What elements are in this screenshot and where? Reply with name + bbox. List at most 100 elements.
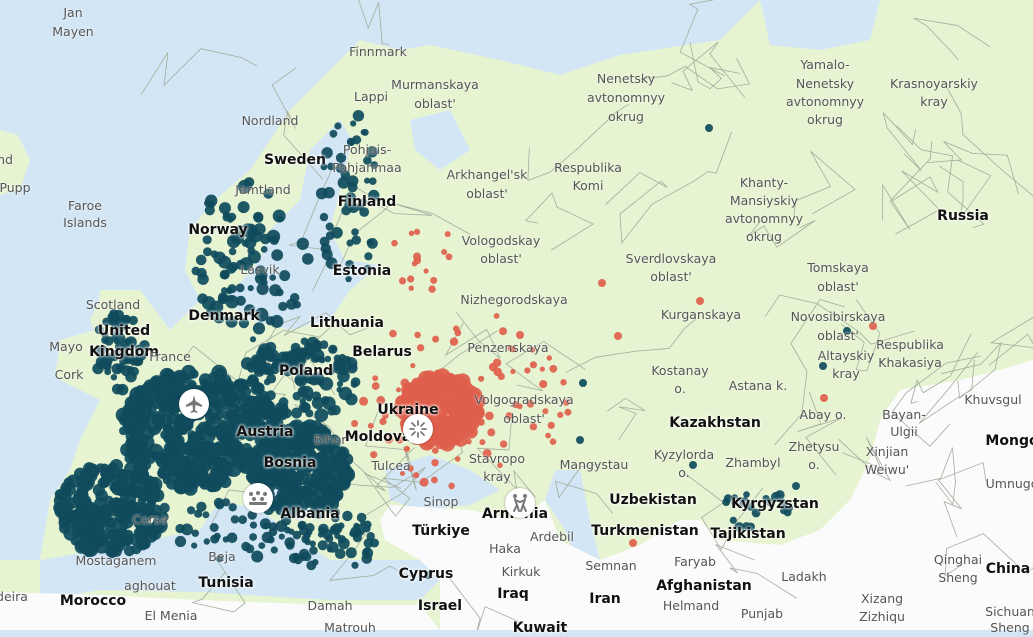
event-dot[interactable] — [203, 247, 212, 257]
event-dot[interactable] — [227, 216, 234, 223]
event-dot[interactable] — [408, 230, 415, 236]
event-dot[interactable] — [229, 415, 245, 432]
event-dot[interactable] — [113, 483, 122, 493]
event-dot[interactable] — [371, 382, 380, 390]
event-dot[interactable] — [329, 129, 338, 138]
event-dot[interactable] — [216, 555, 224, 563]
event-dot[interactable] — [323, 187, 335, 199]
event-dot[interactable] — [275, 476, 287, 488]
event-dot[interactable] — [308, 373, 320, 386]
event-dot[interactable] — [351, 420, 359, 427]
event-dot[interactable] — [118, 412, 133, 427]
event-dot[interactable] — [222, 536, 230, 543]
event-dot[interactable] — [73, 520, 84, 531]
event-dot[interactable] — [304, 490, 320, 506]
event-dot[interactable] — [164, 451, 177, 463]
event-dot[interactable] — [221, 379, 235, 393]
event-dot[interactable] — [338, 386, 353, 401]
event-dot[interactable] — [260, 467, 269, 476]
explosion-icon[interactable] — [403, 414, 433, 444]
event-dot[interactable] — [288, 528, 295, 535]
event-dot[interactable] — [147, 498, 156, 508]
event-dot[interactable] — [526, 399, 535, 408]
event-dot[interactable] — [162, 475, 172, 485]
event-dot[interactable] — [173, 479, 189, 495]
event-dot[interactable] — [275, 451, 289, 465]
event-dot[interactable] — [259, 518, 271, 530]
event-dot[interactable] — [696, 297, 704, 305]
event-dot[interactable] — [434, 369, 442, 377]
event-dot[interactable] — [217, 292, 229, 303]
event-dot[interactable] — [283, 361, 295, 373]
event-dot[interactable] — [251, 550, 264, 563]
event-dot[interactable] — [235, 259, 246, 270]
event-dot[interactable] — [290, 293, 300, 303]
event-dot[interactable] — [485, 411, 494, 421]
event-dot[interactable] — [327, 468, 340, 481]
event-dot[interactable] — [227, 234, 241, 249]
event-dot[interactable] — [440, 412, 448, 420]
event-dot[interactable] — [321, 147, 333, 159]
event-dot[interactable] — [94, 346, 106, 358]
event-dot[interactable] — [95, 489, 108, 503]
event-dot[interactable] — [123, 545, 135, 557]
event-dot[interactable] — [213, 497, 224, 508]
event-dot[interactable] — [516, 403, 523, 410]
event-dot[interactable] — [465, 438, 472, 445]
event-dot[interactable] — [389, 329, 397, 338]
event-dot[interactable] — [335, 163, 346, 174]
event-dot[interactable] — [449, 337, 459, 346]
event-dot[interactable] — [437, 436, 451, 450]
event-dot[interactable] — [185, 484, 194, 493]
event-dot[interactable] — [141, 382, 155, 396]
event-dot[interactable] — [96, 533, 110, 547]
event-dot[interactable] — [629, 539, 637, 547]
event-dot[interactable] — [56, 504, 70, 519]
event-dot[interactable] — [384, 434, 394, 444]
event-dot[interactable] — [263, 378, 271, 386]
event-dot[interactable] — [269, 274, 277, 281]
event-dot[interactable] — [444, 231, 451, 238]
event-dot[interactable] — [843, 327, 851, 335]
event-dot[interactable] — [312, 559, 319, 566]
event-dot[interactable] — [187, 435, 201, 450]
event-dot[interactable] — [335, 475, 351, 491]
event-dot[interactable] — [74, 540, 89, 554]
event-dot[interactable] — [320, 243, 331, 254]
event-dot[interactable] — [305, 523, 315, 533]
event-dot[interactable] — [689, 461, 697, 469]
event-dot[interactable] — [317, 531, 325, 538]
event-dot[interactable] — [137, 496, 147, 505]
event-dot[interactable] — [762, 495, 770, 503]
event-dot[interactable] — [432, 447, 439, 454]
event-dot[interactable] — [372, 375, 379, 382]
event-dot[interactable] — [117, 324, 126, 333]
event-dot[interactable] — [241, 239, 249, 247]
event-dot[interactable] — [458, 416, 470, 428]
event-dot[interactable] — [235, 295, 246, 306]
event-dot[interactable] — [413, 228, 421, 235]
event-dot[interactable] — [334, 122, 342, 130]
event-dot[interactable] — [347, 175, 359, 187]
event-dot[interactable] — [499, 440, 508, 448]
event-dot[interactable] — [227, 454, 240, 466]
event-dot[interactable] — [579, 379, 587, 387]
event-dot[interactable] — [350, 380, 358, 388]
event-dot[interactable] — [291, 475, 303, 486]
event-dot[interactable] — [119, 315, 131, 326]
event-dot[interactable] — [614, 332, 622, 340]
event-dot[interactable] — [270, 314, 284, 328]
event-dot[interactable] — [134, 344, 143, 353]
event-dot[interactable] — [351, 561, 359, 569]
event-dot[interactable] — [450, 433, 458, 442]
event-dot[interactable] — [563, 399, 570, 406]
event-dot[interactable] — [163, 431, 175, 443]
event-dot[interactable] — [311, 342, 322, 353]
event-dot[interactable] — [356, 512, 367, 523]
event-dot[interactable] — [128, 400, 139, 411]
event-dot[interactable] — [101, 336, 109, 345]
event-dot[interactable] — [309, 546, 318, 555]
event-dot[interactable] — [226, 263, 237, 274]
event-dot[interactable] — [63, 477, 74, 488]
event-dot[interactable] — [227, 284, 237, 294]
